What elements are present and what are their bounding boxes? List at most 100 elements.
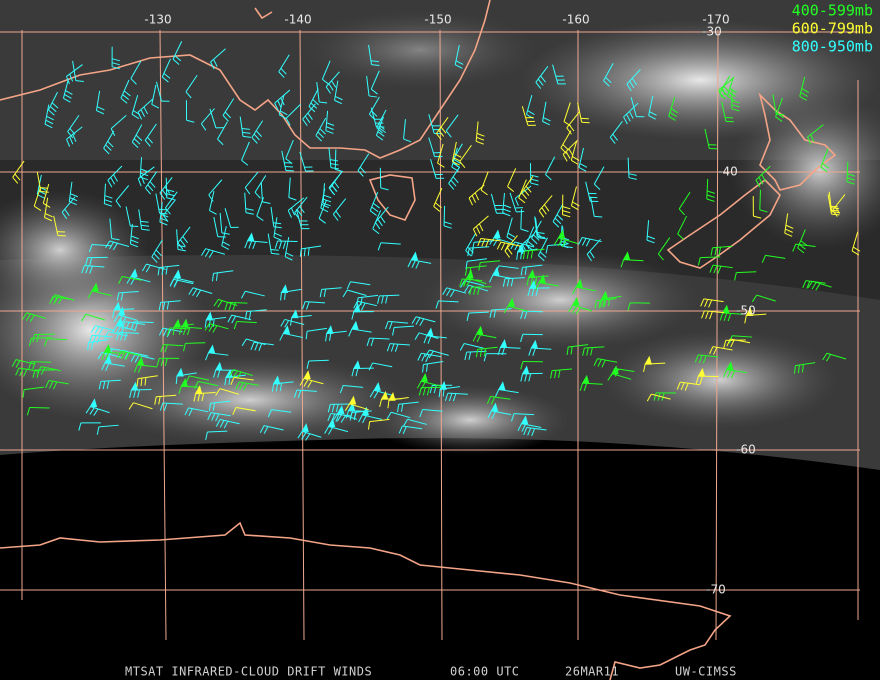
barb-shaft xyxy=(799,76,806,97)
barb-flag xyxy=(448,393,453,402)
barb-flag xyxy=(103,147,110,155)
barb-shaft xyxy=(827,194,832,215)
wind-barb xyxy=(207,412,231,422)
barb-flag xyxy=(527,288,531,297)
barb-flag xyxy=(435,300,439,309)
barb-shaft xyxy=(563,102,571,122)
barb-flag xyxy=(357,301,362,310)
wind-barb xyxy=(325,325,347,342)
wind-barb xyxy=(366,337,390,347)
barb-flag xyxy=(334,95,343,101)
barb-flag xyxy=(61,211,68,220)
barb-flag xyxy=(215,413,220,422)
wind-barb xyxy=(709,346,733,355)
barb-flag xyxy=(89,257,93,266)
barb-shaft xyxy=(590,196,595,217)
barb-shaft xyxy=(295,209,302,229)
barb-flag xyxy=(45,380,50,389)
barb-flag xyxy=(169,279,175,287)
wind-barb xyxy=(545,156,556,181)
barb-flag xyxy=(784,232,793,237)
wind-barb xyxy=(315,117,327,142)
wind-barb xyxy=(116,291,139,301)
barb-flag xyxy=(467,248,470,257)
barb-flag xyxy=(538,237,547,240)
barb-flag xyxy=(129,389,132,398)
barb-shaft xyxy=(498,388,519,394)
barb-flag xyxy=(373,391,379,399)
barb-flag xyxy=(435,133,442,141)
barb-flag xyxy=(285,252,294,257)
barb-flag xyxy=(678,208,685,216)
barb-flag xyxy=(330,163,339,166)
barb-shaft xyxy=(219,388,240,395)
barb-flag xyxy=(305,433,311,441)
barb-flag xyxy=(530,182,539,186)
barb-flag xyxy=(330,159,339,162)
barb-flag xyxy=(97,351,103,360)
barb-shaft xyxy=(61,196,76,213)
wind-barb xyxy=(305,327,327,340)
wind-barb xyxy=(285,139,294,164)
barb-flag xyxy=(65,90,73,95)
barb-flag xyxy=(136,378,139,387)
barb-shaft xyxy=(98,424,119,428)
barb-shaft xyxy=(108,347,129,352)
wind-barb xyxy=(403,119,412,143)
barb-flag xyxy=(160,344,164,353)
barb-flag xyxy=(134,364,138,373)
barb-shaft xyxy=(174,277,194,283)
barb-flag xyxy=(124,352,130,361)
barb-shaft xyxy=(566,111,580,129)
wind-barb xyxy=(154,394,177,405)
barb-shaft xyxy=(151,239,163,257)
barb-pennant xyxy=(282,325,291,334)
wind-barb xyxy=(28,337,52,347)
barb-flag xyxy=(831,207,840,210)
barb-flag xyxy=(327,413,332,422)
barb-flag xyxy=(323,194,332,199)
barb-flag xyxy=(466,312,470,321)
barb-shaft xyxy=(358,294,379,299)
barb-flag xyxy=(174,55,182,62)
barb-shaft xyxy=(446,287,467,294)
barb-shaft xyxy=(66,126,83,140)
barb-shaft xyxy=(159,202,163,223)
barb-flag xyxy=(437,162,445,168)
barb-pennant xyxy=(439,380,447,390)
barb-flag xyxy=(105,240,111,249)
barb-flag xyxy=(297,390,302,398)
wind-barb xyxy=(755,165,771,188)
barb-flag xyxy=(145,187,152,195)
wind-barb xyxy=(566,344,589,355)
barb-shaft xyxy=(146,263,166,270)
barb-shaft xyxy=(513,413,534,416)
barb-flag xyxy=(604,298,607,307)
barb-pennant xyxy=(180,377,188,387)
barb-flag xyxy=(201,393,205,402)
barb-flag xyxy=(570,159,579,165)
barb-flag xyxy=(495,389,500,397)
wind-barb xyxy=(403,418,427,427)
barb-shaft xyxy=(205,248,225,255)
barb-shaft xyxy=(133,321,154,324)
barb-shaft xyxy=(278,95,285,115)
barb-flag xyxy=(285,158,293,164)
barb-flag xyxy=(133,389,136,398)
barb-flag xyxy=(369,389,375,398)
barb-flag xyxy=(761,255,766,263)
barb-flag xyxy=(723,313,728,321)
wind-barb xyxy=(416,373,441,390)
nz-south-island xyxy=(666,178,781,269)
barb-shaft xyxy=(508,305,528,312)
wind-barb xyxy=(228,369,253,379)
barb-flag xyxy=(145,264,151,273)
barb-flag xyxy=(527,240,535,247)
barb-flag xyxy=(530,174,539,178)
barb-flag xyxy=(184,407,189,416)
barb-flag xyxy=(141,263,147,272)
barb-shaft xyxy=(350,281,371,286)
barb-flag xyxy=(543,117,551,122)
barb-flag xyxy=(610,368,616,377)
